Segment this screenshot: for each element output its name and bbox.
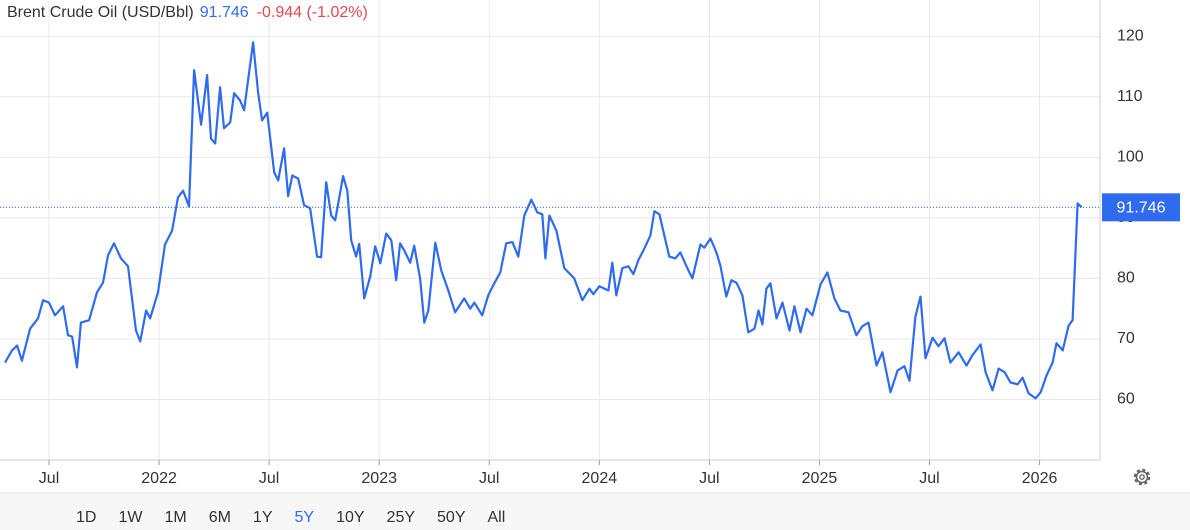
x-tick-label: Jul	[919, 470, 939, 487]
range-button[interactable]: 25Y	[387, 509, 416, 526]
range-button[interactable]: 10Y	[336, 509, 365, 526]
y-tick-label: 60	[1117, 391, 1135, 408]
last-price-tag-label: 91.746	[1117, 200, 1166, 217]
y-tick-label: 100	[1117, 149, 1144, 166]
last-price: 91.746	[200, 4, 249, 21]
range-button[interactable]: 50Y	[437, 509, 466, 526]
x-tick-label: 2025	[802, 470, 838, 487]
range-button[interactable]: 1M	[164, 509, 186, 526]
price-line	[4, 41, 1083, 400]
range-button[interactable]: All	[487, 509, 505, 526]
y-tick-label: 110	[1117, 88, 1143, 105]
range-button[interactable]: 5Y	[295, 509, 315, 526]
chart-title: Brent Crude Oil (USD/Bbl)	[7, 4, 194, 21]
toolbar	[0, 494, 1190, 530]
range-button[interactable]: 1D	[76, 509, 96, 526]
settings-icon[interactable]	[1133, 468, 1151, 486]
x-tick-label: 2023	[361, 470, 397, 487]
x-tick-label: 2026	[1022, 470, 1058, 487]
x-tick-label: Jul	[479, 470, 499, 487]
y-tick-label: 120	[1117, 28, 1144, 45]
x-tick-label: Jul	[699, 470, 719, 487]
last-price-tag	[1102, 193, 1180, 222]
y-tick-label: 80	[1117, 270, 1135, 287]
range-button[interactable]: 1W	[118, 509, 143, 526]
price-change: -0.944 (-1.02%)	[257, 4, 368, 21]
chart-header: Brent Crude Oil (USD/Bbl) 91.746 -0.944 (-…	[7, 4, 368, 21]
x-tick-label: 2022	[141, 470, 177, 487]
range-button[interactable]: 6M	[209, 509, 231, 526]
x-tick-label: Jul	[39, 470, 59, 487]
y-tick-label: 70	[1117, 330, 1135, 347]
x-tick-label: 2024	[582, 470, 618, 487]
x-tick-label: Jul	[259, 470, 279, 487]
range-button[interactable]: 1Y	[253, 509, 273, 526]
